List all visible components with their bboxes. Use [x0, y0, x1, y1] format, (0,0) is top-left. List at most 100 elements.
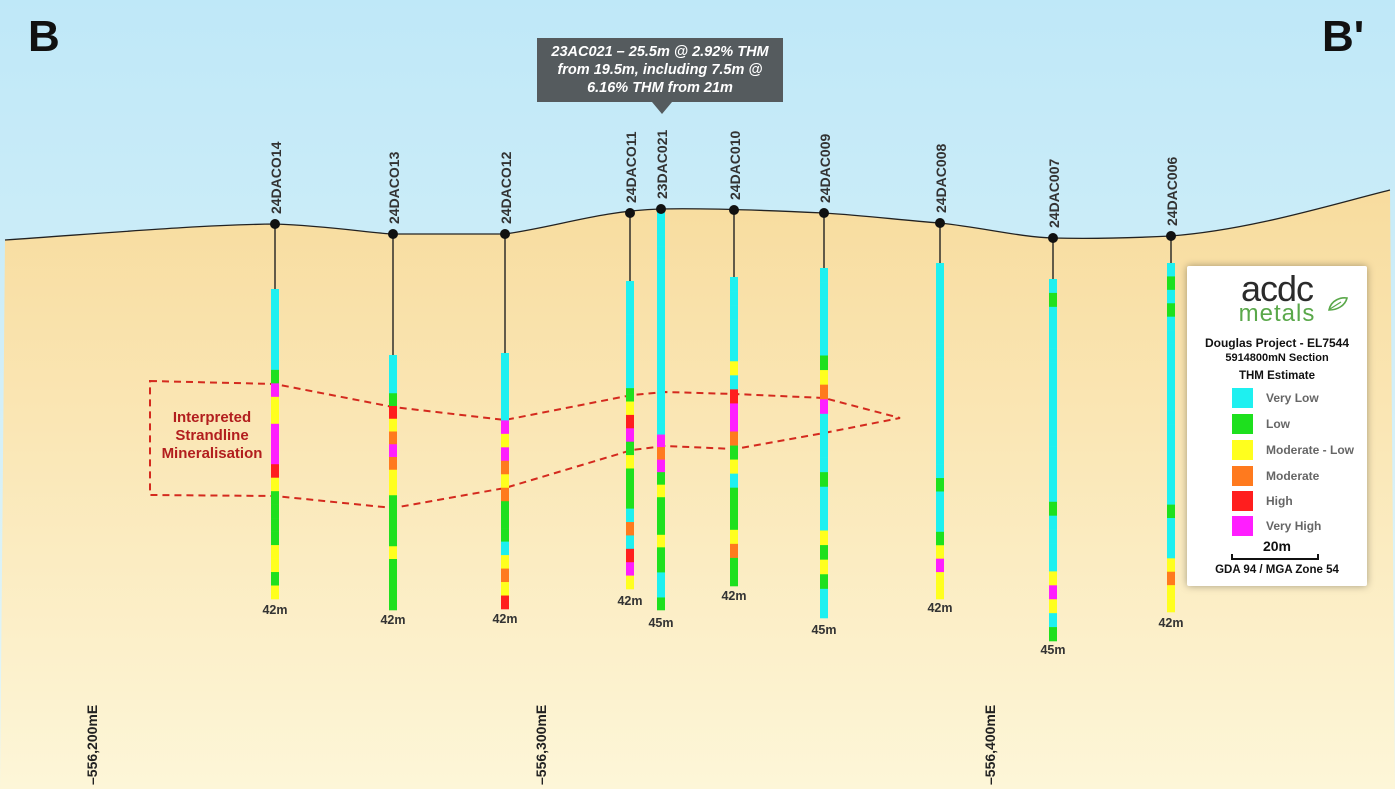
- thm-interval: [936, 545, 944, 559]
- thm-interval: [389, 393, 397, 407]
- hole-id-label: 24DAC009: [817, 134, 833, 203]
- thm-interval: [626, 575, 634, 590]
- coordinate-system-label: GDA 94 / MGA Zone 54: [1215, 564, 1339, 576]
- thm-interval: [501, 541, 509, 556]
- thm-interval: [657, 409, 665, 423]
- thm-interval: [389, 355, 397, 369]
- thm-interval: [626, 468, 634, 483]
- thm-interval: [657, 221, 665, 235]
- thm-interval: [626, 307, 634, 322]
- collar-marker: [270, 219, 280, 229]
- thm-interval: [501, 379, 509, 394]
- thm-interval: [1049, 487, 1057, 503]
- thm-interval: [730, 403, 738, 418]
- thm-interval: [389, 469, 397, 483]
- end-of-hole-depth: 45m: [648, 616, 673, 630]
- thm-interval: [501, 568, 509, 583]
- thm-interval: [271, 531, 279, 546]
- drill-hole: 24DACO11 42m: [617, 131, 642, 608]
- thm-interval: [820, 603, 828, 619]
- easting-label: –556,300mE: [533, 705, 549, 785]
- thm-interval: [657, 396, 665, 410]
- thm-interval: [501, 447, 509, 462]
- thm-interval: [657, 547, 665, 561]
- thm-interval: [389, 482, 397, 496]
- thm-interval: [1167, 544, 1175, 559]
- thm-interval: [271, 450, 279, 465]
- thm-interval: [1167, 397, 1175, 411]
- thm-interval: [936, 558, 944, 573]
- thm-interval: [657, 309, 665, 323]
- easting-label: –556,200mE: [84, 705, 100, 785]
- legend-label: Moderate: [1266, 469, 1320, 483]
- thm-interval: [271, 572, 279, 586]
- thm-interval: [1049, 362, 1057, 377]
- thm-interval: [657, 271, 665, 285]
- thm-interval: [1049, 446, 1057, 461]
- thm-interval: [1049, 501, 1057, 516]
- thm-interval: [1167, 450, 1175, 465]
- hole-id-label: 24DACO12: [498, 151, 514, 224]
- legend-item-high: High: [1232, 491, 1362, 511]
- thm-interval: [1167, 437, 1175, 452]
- thm-interval: [1167, 263, 1175, 277]
- annotation-line: Interpreted: [173, 409, 251, 426]
- thm-interval: [626, 548, 634, 563]
- collar-marker: [729, 205, 739, 215]
- hole-id-label: 23DAC021: [654, 130, 670, 199]
- thm-interval: [730, 515, 738, 531]
- drill-holes-layer: 24DACO1442m24DACO1342m24DACO1242m24DACO1…: [262, 130, 1183, 657]
- thm-interval: [626, 334, 634, 349]
- hole-id-label: 24DAC008: [933, 144, 949, 213]
- thm-interval: [936, 383, 944, 398]
- hole-id-label: 24DAC006: [1164, 157, 1180, 226]
- thm-interval: [1049, 473, 1057, 489]
- legend-item-moderate: Moderate: [1232, 466, 1362, 486]
- collar-marker: [656, 204, 666, 214]
- thm-interval: [657, 534, 665, 548]
- thm-interval: [271, 585, 279, 600]
- thm-interval: [936, 276, 944, 291]
- thm-interval: [1049, 348, 1057, 363]
- thm-interval: [389, 533, 397, 547]
- thm-interval: [820, 297, 828, 313]
- thm-interval: [936, 491, 944, 506]
- thm-interval: [501, 406, 509, 421]
- thm-interval: [657, 384, 665, 398]
- easting-labels: –556,200mE –556,300mE –556,400mE: [84, 705, 998, 785]
- thm-interval: [730, 529, 738, 545]
- thm-interval: [501, 487, 509, 502]
- thm-interval: [936, 343, 944, 358]
- thm-interval: [1049, 334, 1057, 349]
- thm-interval: [271, 315, 279, 330]
- thm-interval: [501, 582, 509, 596]
- thm-interval: [730, 501, 738, 517]
- thm-interval: [271, 423, 279, 438]
- thm-interval: [501, 555, 509, 569]
- thm-interval: [1167, 571, 1175, 586]
- thm-interval: [730, 473, 738, 488]
- thm-interval: [820, 340, 828, 356]
- thm-interval: [820, 559, 828, 575]
- thm-interval: [657, 334, 665, 348]
- thm-interval: [657, 359, 665, 373]
- thm-interval: [1049, 515, 1057, 530]
- thm-interval: [1049, 404, 1057, 419]
- legend-swatch: [1232, 414, 1253, 434]
- legend-label: Very High: [1266, 519, 1322, 533]
- thm-interval: [936, 397, 944, 412]
- thm-interval: [730, 291, 738, 306]
- thm-interval: [271, 464, 279, 478]
- thm-interval: [730, 557, 738, 573]
- thm-interval: [730, 543, 738, 559]
- drill-hole: 24DACO12 42m: [492, 151, 517, 626]
- thm-interval: [271, 329, 279, 344]
- thm-interval: [657, 371, 665, 385]
- thm-interval: [271, 342, 279, 357]
- thm-interval: [820, 268, 828, 283]
- thm-interval: [1167, 504, 1175, 519]
- legend-title: THM Estimate: [1238, 370, 1316, 382]
- thm-interval: [1049, 543, 1057, 558]
- legend-label: Moderate - Low: [1266, 443, 1355, 457]
